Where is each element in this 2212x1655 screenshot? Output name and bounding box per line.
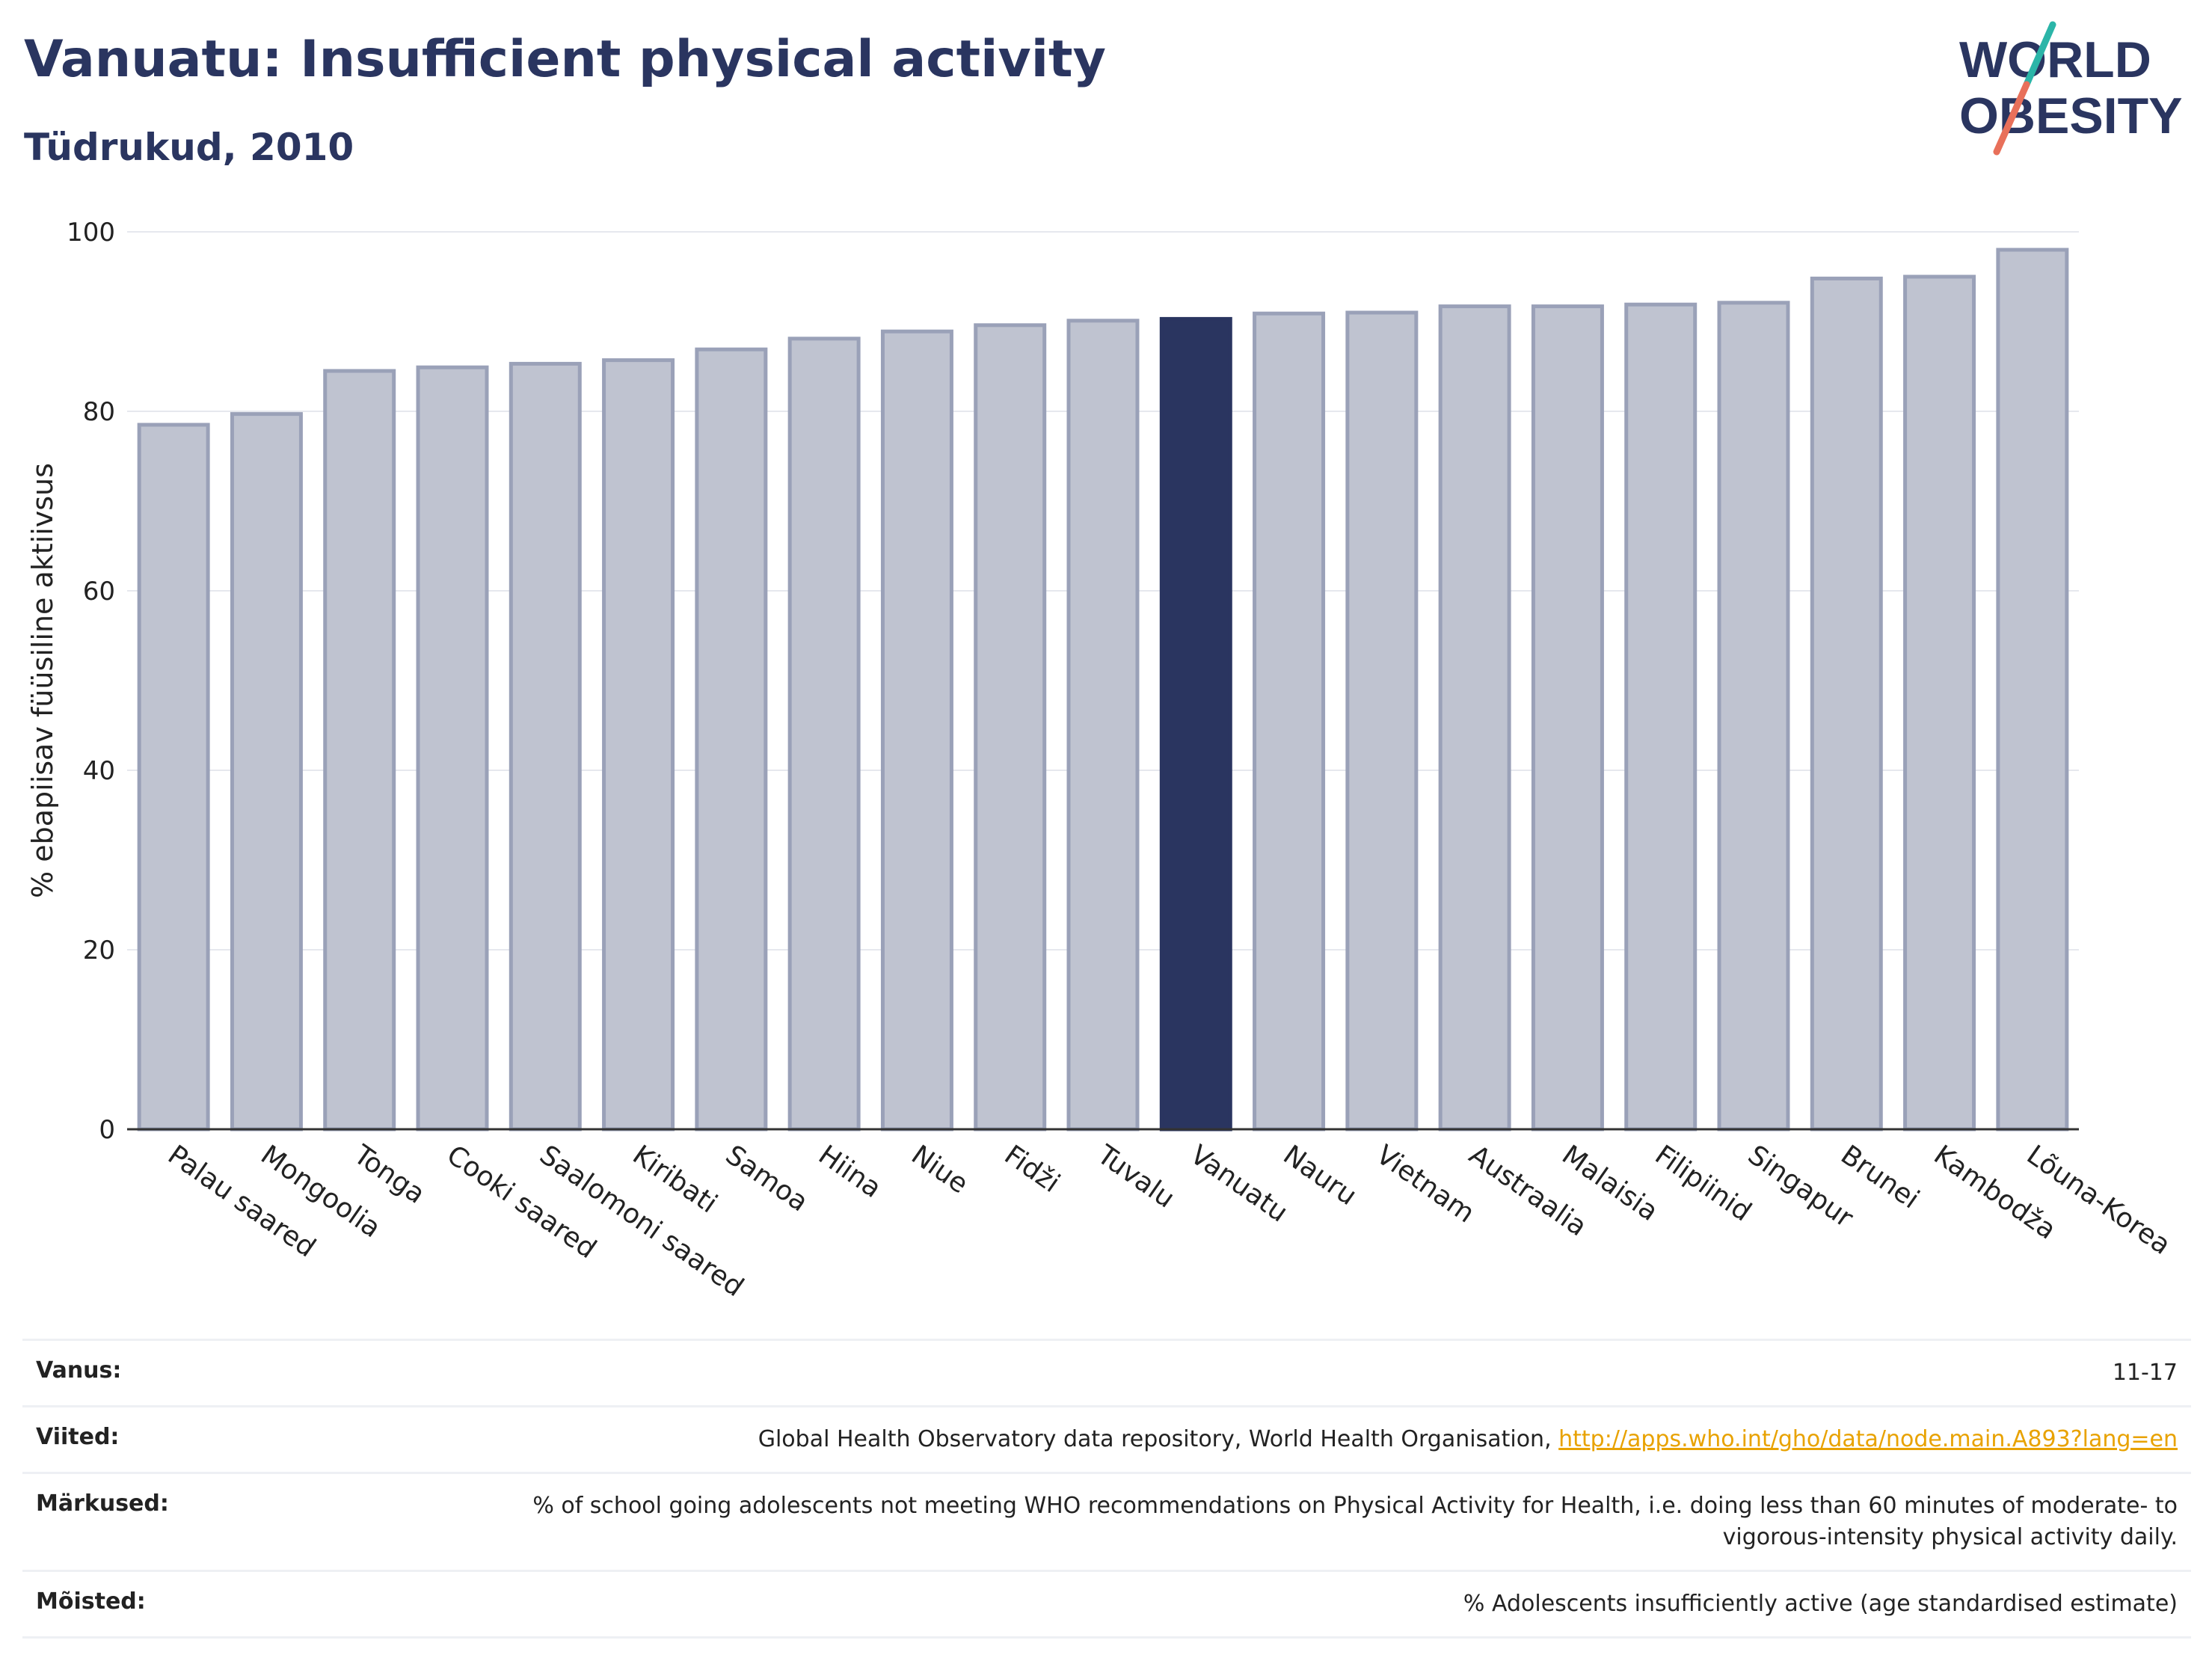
- bar: [1066, 319, 1140, 1132]
- meta-definitions-label: Mõisted:: [36, 1588, 146, 1615]
- x-tick-label: Vietnam: [1371, 1140, 1480, 1229]
- bar: [695, 347, 768, 1132]
- logo-slash-top: [2023, 21, 2056, 88]
- bar: [1159, 316, 1232, 1132]
- meta-row-age: Vanus: 11-17: [22, 1339, 2191, 1405]
- meta-notes-label: Märkused:: [36, 1490, 169, 1517]
- meta-row-notes: Märkused: % of school going adolescents …: [22, 1472, 2191, 1570]
- x-tick-label: Fidži: [999, 1140, 1066, 1199]
- bar: [1624, 302, 1698, 1132]
- logo-text-world: WORLD: [1959, 31, 2151, 88]
- bar: [1345, 310, 1419, 1132]
- meta-row-definitions: Mõisted: % Adolescents insufficiently ac…: [22, 1570, 2191, 1639]
- bar: [880, 329, 953, 1132]
- bar: [974, 323, 1047, 1132]
- bar: [230, 412, 303, 1132]
- bar: [1253, 311, 1326, 1132]
- meta-row-references: Viited: Global Health Observatory data r…: [22, 1405, 2191, 1472]
- x-tick-label: Singapur: [1742, 1140, 1859, 1234]
- x-tick-label: Vanuatu: [1185, 1140, 1293, 1229]
- meta-age-value: 11-17: [2112, 1360, 2178, 1386]
- meta-references-value: Global Health Observatory data repositor…: [758, 1424, 2178, 1455]
- bar: [1903, 274, 1976, 1132]
- y-tick-label: 20: [83, 936, 115, 965]
- x-tick-label: Niue: [906, 1140, 974, 1200]
- y-tick-label: 40: [83, 756, 115, 786]
- chart-title: Vanuatu: Insufficient physical activity: [24, 30, 1106, 89]
- bar: [1810, 276, 1883, 1132]
- bar: [787, 337, 861, 1132]
- meta-age-label: Vanus:: [36, 1357, 122, 1384]
- meta-references-link[interactable]: http://apps.who.int/gho/data/node.main.A…: [1558, 1426, 2178, 1452]
- y-tick-label: 0: [99, 1115, 115, 1145]
- meta-references-text: Global Health Observatory data repositor…: [758, 1426, 1559, 1452]
- x-tick-label: Tonga: [348, 1139, 431, 1210]
- bar-chart: 0 20 40 60 80 100 % ebapiisav füüsiline aktiiv…: [26, 218, 2176, 1303]
- y-axis-label: % ebapiisav füüsiline aktiivsus: [26, 463, 59, 898]
- x-tick-label: Samoa: [720, 1140, 814, 1218]
- y-tick-label: 80: [83, 397, 115, 427]
- y-tick-label: 60: [83, 577, 115, 607]
- bar: [1996, 248, 2069, 1132]
- bar: [509, 361, 582, 1132]
- bar: [602, 358, 675, 1132]
- meta-definitions-value: % Adolescents insufficiently active (age…: [1463, 1591, 2178, 1617]
- y-tick-label: 100: [67, 218, 115, 248]
- x-tick-label: Tuvalu: [1091, 1139, 1180, 1214]
- bar: [323, 369, 396, 1132]
- x-tick-label: Filipiinid: [1650, 1140, 1757, 1228]
- logo-slash-bottom: [1993, 81, 2030, 156]
- world-obesity-logo: WORLD OBESITY: [1959, 21, 2183, 156]
- bar: [416, 365, 489, 1132]
- meta-notes-value: % of school going adolescents not meetin…: [532, 1493, 2178, 1550]
- bar: [137, 423, 210, 1132]
- meta-references-label: Viited:: [36, 1424, 120, 1450]
- logo-text-obesity: OBESITY: [1959, 87, 2183, 144]
- bar: [1717, 301, 1790, 1132]
- metadata-table: Vanus: 11-17 Viited: Global Health Obser…: [22, 1339, 2191, 1639]
- x-tick-label: Hiina: [813, 1140, 887, 1204]
- bar: [1531, 304, 1604, 1132]
- bar: [1438, 304, 1511, 1132]
- chart-subtitle: Tüdrukud, 2010: [24, 126, 354, 169]
